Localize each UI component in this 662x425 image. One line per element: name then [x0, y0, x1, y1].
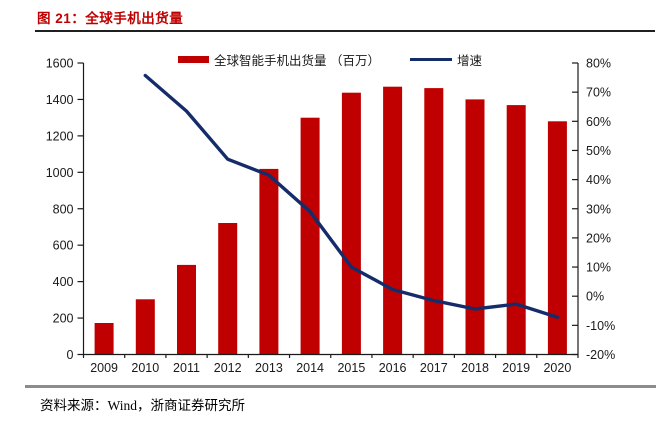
- y-left-tick-label: 1200: [46, 129, 74, 143]
- y-right-tick-label: 80%: [586, 57, 611, 71]
- x-tick-label: 2009: [90, 361, 118, 375]
- y-right-tick-label: -20%: [586, 348, 615, 362]
- bar: [218, 223, 238, 355]
- bar: [341, 92, 361, 355]
- figure-title: 图 21：全球手机出货量: [37, 11, 184, 26]
- title-divider: [35, 30, 655, 32]
- y-left-tick-label: 600: [53, 239, 74, 253]
- y-right-tick-label: 40%: [586, 173, 611, 187]
- y-right-tick-label: -10%: [586, 319, 615, 333]
- line-swatch-icon: [409, 57, 452, 62]
- bar: [300, 117, 320, 355]
- y-right-tick-label: 30%: [586, 202, 611, 216]
- axes: [77, 62, 579, 358]
- legend-item-growth: 增速: [409, 50, 482, 69]
- data-source: 资料来源：Wind，浙商证券研究所: [40, 398, 245, 413]
- y-left-tick-label: 1600: [46, 57, 74, 71]
- x-tick-label: 2018: [461, 361, 489, 375]
- y-right-tick-label: 70%: [586, 86, 611, 100]
- x-tick-label: 2020: [543, 361, 571, 375]
- growth-line: [143, 73, 560, 319]
- x-tick-label: 2012: [214, 361, 242, 375]
- bar: [94, 323, 114, 355]
- bar: [259, 168, 279, 355]
- legend-label-shipments: 全球智能手机出货量 （百万）: [214, 54, 380, 68]
- bar: [465, 99, 485, 355]
- x-tick-label: 2011: [173, 361, 200, 375]
- bar: [506, 105, 526, 355]
- footer-divider: [25, 385, 656, 388]
- y-right-tick-label: 60%: [586, 115, 611, 129]
- bar: [424, 88, 444, 355]
- y-left-tick-label: 1400: [46, 93, 74, 107]
- x-tick-label: 2016: [379, 361, 407, 375]
- y-left-tick-label: 1000: [46, 166, 74, 180]
- y-left-tick-label: 200: [53, 312, 74, 326]
- y-left-tick-label: 0: [67, 348, 74, 362]
- y-right-tick-label: 10%: [586, 261, 611, 275]
- legend-item-shipments: 全球智能手机出货量 （百万）: [178, 50, 380, 69]
- y-right-tick-label: 20%: [586, 231, 611, 245]
- bar: [383, 86, 403, 355]
- y-left-tick-label: 400: [53, 275, 74, 289]
- legend-label-growth: 增速: [456, 54, 482, 68]
- bar: [135, 299, 155, 355]
- x-tick-label: 2014: [296, 361, 324, 375]
- y-right-tick-label: 0%: [586, 290, 604, 304]
- y-right-tick-label: 50%: [586, 144, 611, 158]
- x-tick-label: 2017: [420, 361, 448, 375]
- x-tick-label: 2010: [131, 361, 159, 375]
- bars-series: [94, 86, 567, 355]
- x-tick-label: 2015: [337, 361, 365, 375]
- bar: [177, 264, 196, 355]
- bar-swatch-icon: [178, 56, 209, 63]
- chart-legend: 全球智能手机出货量 （百万） 增速: [178, 50, 482, 69]
- x-tick-label: 2019: [502, 361, 530, 375]
- bar: [547, 121, 567, 355]
- y-left-tick-label: 800: [53, 202, 74, 216]
- axis-labels: 0 200 400 600 800 1000 1200 1400 1600 -20% -10% 0% 1…: [46, 57, 616, 376]
- x-tick-label: 2013: [255, 361, 283, 375]
